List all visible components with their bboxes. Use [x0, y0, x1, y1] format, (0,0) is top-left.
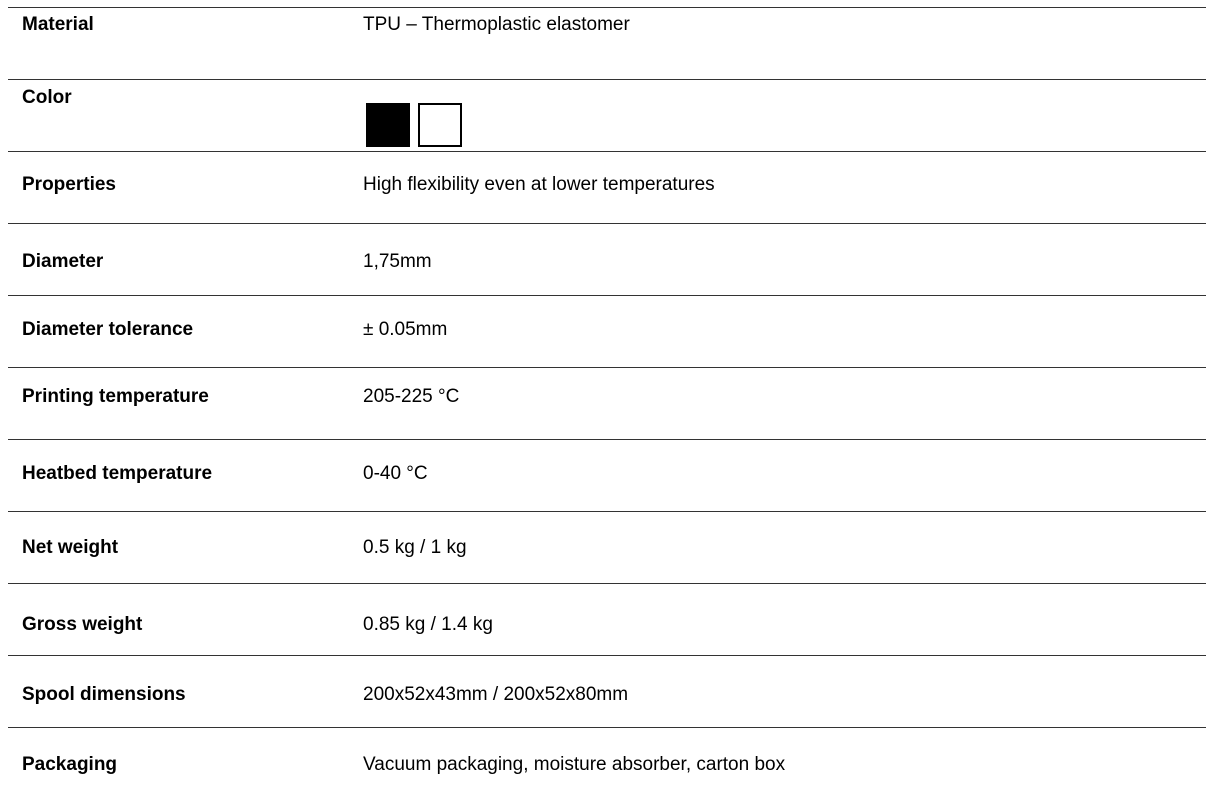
row-value: 0.5 kg / 1 kg — [363, 537, 467, 558]
row-rule — [8, 223, 1206, 224]
row-rule — [8, 511, 1206, 512]
row-label: Packaging — [22, 754, 118, 775]
row-label: Color — [22, 87, 72, 108]
row-label: Spool dimensions — [22, 684, 186, 705]
row-rule — [8, 655, 1206, 656]
row-value: High flexibility even at lower temperatu… — [363, 174, 715, 195]
row-rule — [8, 151, 1206, 152]
row-label: Material — [22, 14, 94, 35]
row-rule — [8, 439, 1206, 440]
row-rule — [8, 295, 1206, 296]
row-rule — [8, 7, 1206, 8]
row-label: Gross weight — [22, 614, 143, 635]
row-value: 205-225 °C — [363, 386, 460, 407]
row-label: Heatbed temperature — [22, 463, 213, 484]
white-swatch — [418, 103, 462, 147]
row-rule — [8, 727, 1206, 728]
row-rule — [8, 79, 1206, 80]
row-value: 200x52x43mm / 200x52x80mm — [363, 684, 629, 705]
row-value: TPU – Thermoplastic elastomer — [363, 14, 630, 35]
row-value: Vacuum packaging, moisture absorber, car… — [363, 754, 786, 775]
row-rule — [8, 583, 1206, 584]
row-value: 1,75mm — [363, 251, 432, 272]
row-label: Net weight — [22, 537, 119, 558]
row-label: Properties — [22, 174, 116, 195]
row-value: ± 0.05mm — [363, 319, 448, 340]
row-label: Printing temperature — [22, 386, 209, 407]
row-value: 0-40 °C — [363, 463, 428, 484]
row-label: Diameter — [22, 251, 104, 272]
row-label: Diameter tolerance — [22, 319, 194, 340]
row-value: 0.85 kg / 1.4 kg — [363, 614, 493, 635]
black-swatch — [366, 103, 410, 147]
row-rule — [8, 367, 1206, 368]
